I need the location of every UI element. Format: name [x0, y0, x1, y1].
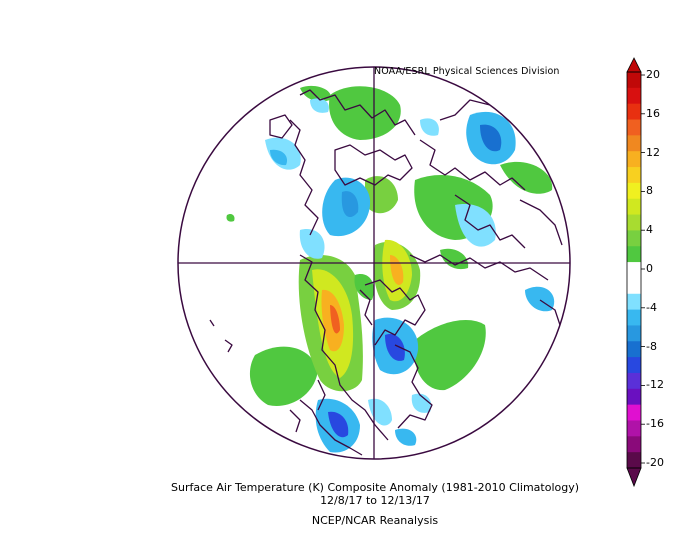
colorbar-segment	[627, 325, 641, 342]
coastlines	[209, 89, 563, 456]
colorbar-segment	[627, 103, 641, 121]
colorbar-label: -16	[646, 417, 664, 431]
credit-text: NOAA/ESRL Physical Sciences Division	[374, 66, 560, 77]
colorbar-segment	[627, 436, 641, 453]
caption-source: NCEP/NCAR Reanalysis	[311, 514, 439, 527]
colorbar-outline	[626, 71, 642, 469]
colorbar-ticks	[641, 74, 645, 464]
map-border	[177, 66, 571, 460]
colorbar-segment	[627, 341, 641, 358]
colorbar-label: 8	[646, 184, 653, 198]
caption-title: Surface Air Temperature (K) Composite An…	[170, 481, 580, 494]
colorbar-segment	[627, 182, 641, 200]
colorbar-segment	[627, 72, 641, 89]
colorbar-segment	[627, 277, 641, 295]
colorbar-segments	[627, 72, 641, 469]
colorbar	[626, 57, 645, 488]
colorbar-label: 12	[646, 145, 660, 159]
colorbar-segment	[627, 309, 641, 326]
colorbar-segment	[627, 198, 641, 216]
colorbar-segment	[627, 119, 641, 136]
colorbar-segment	[627, 452, 641, 469]
colorbar-segment	[627, 404, 641, 421]
colorbar-segment	[627, 293, 641, 311]
colorbar-segment	[627, 420, 641, 437]
colorbar-label: 16	[646, 106, 660, 120]
colorbar-label: -12	[646, 378, 664, 392]
colorbar-segment	[627, 246, 641, 263]
colorbar-segment	[627, 388, 641, 406]
colorbar-segment	[627, 214, 641, 231]
colorbar-label: -4	[646, 300, 657, 314]
colorbar-segment	[627, 151, 641, 168]
colorbar-label: -8	[646, 339, 657, 353]
colorbar-segment	[627, 135, 641, 152]
colorbar-segment	[627, 262, 641, 279]
colorbar-segment	[627, 372, 641, 390]
colorbar-segment	[627, 87, 641, 105]
colorbar-top-arrow	[626, 57, 642, 73]
colorbar-label: 20	[646, 68, 660, 81]
colorbar-segment	[627, 167, 641, 184]
anomaly-shading	[226, 85, 555, 453]
caption-dates: 12/8/17 to 12/13/17	[320, 494, 430, 507]
colorbar-segment	[627, 357, 641, 374]
colorbar-label: -20	[646, 456, 664, 469]
colorbar-label: 4	[646, 223, 653, 237]
colorbar-segment	[627, 230, 641, 247]
colorbar-label: 0	[646, 262, 653, 275]
